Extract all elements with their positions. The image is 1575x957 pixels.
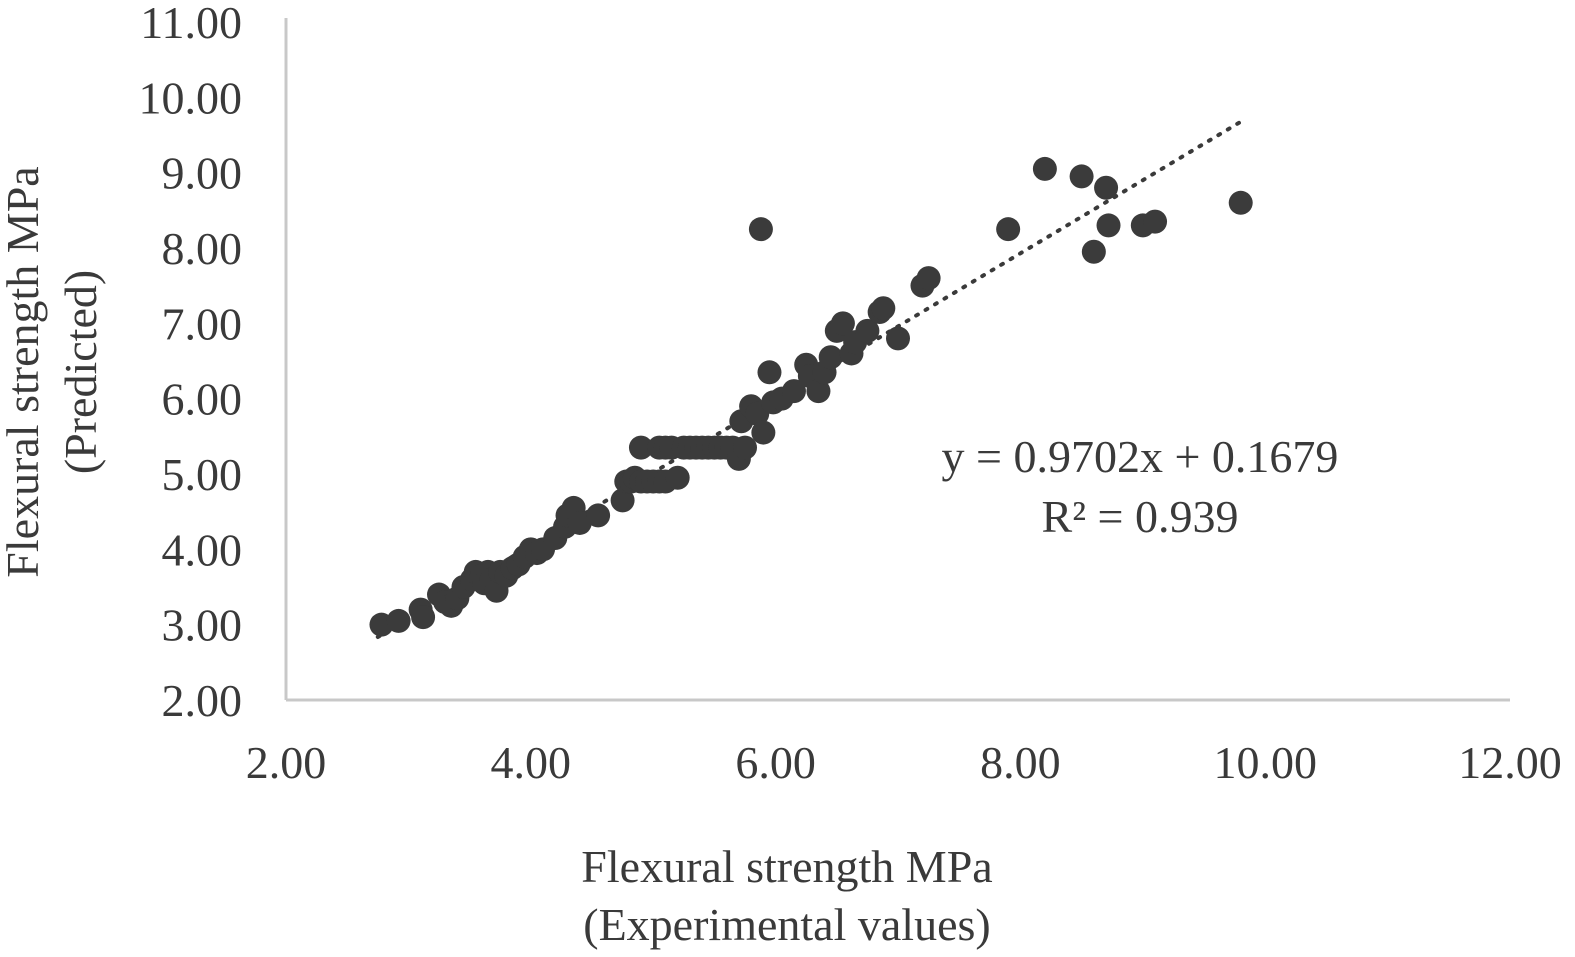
data-point	[806, 379, 831, 404]
data-point	[1032, 156, 1057, 181]
x-tick-label: 2.00	[246, 737, 327, 788]
y-tick-label: 8.00	[162, 223, 243, 274]
x-axis-title: Flexural strength MPa (Experimental valu…	[581, 841, 992, 950]
y-tick-label: 4.00	[162, 524, 243, 575]
y-axis-title-line-1: Flexural strength MPa	[0, 166, 48, 577]
data-point	[665, 465, 690, 490]
data-point	[751, 420, 776, 445]
data-point	[610, 488, 635, 513]
data-point	[733, 435, 757, 460]
y-tick-labels: 2.00 3.00 4.00 5.00 6.00 7.00 8.00 9.00 10.00 11.…	[139, 0, 243, 726]
data-point	[855, 318, 880, 343]
y-tick-label: 5.00	[162, 449, 243, 500]
data-point	[996, 217, 1021, 242]
data-point	[586, 503, 611, 528]
data-point	[1081, 239, 1106, 264]
data-point	[1228, 190, 1253, 215]
data-point	[411, 605, 436, 630]
data-point	[886, 326, 910, 351]
x-axis-title-line-2: (Experimental values)	[583, 899, 990, 950]
data-point	[1143, 209, 1168, 234]
y-axis-title-line-2: (Predicted)	[55, 270, 106, 474]
y-tick-label: 3.00	[162, 600, 243, 651]
y-tick-label: 11.00	[140, 0, 242, 48]
data-point	[567, 510, 592, 535]
data-point	[1069, 164, 1094, 189]
data-point	[830, 311, 855, 336]
data-point	[628, 435, 653, 460]
data-point	[748, 217, 773, 242]
x-tick-labels: 2.00 4.00 6.00 8.00 10.00 12.00	[246, 737, 1562, 788]
x-tick-label: 10.00	[1213, 737, 1317, 788]
axes	[284, 18, 1510, 702]
data-point	[386, 608, 411, 633]
data-point	[916, 266, 941, 291]
y-tick-label: 2.00	[162, 675, 243, 726]
y-tick-label: 9.00	[162, 148, 243, 199]
data-point	[781, 379, 806, 404]
data-point	[1096, 213, 1121, 238]
trendline-equation: y = 0.9702x + 0.1679	[942, 431, 1339, 482]
x-tick-label: 12.00	[1458, 737, 1562, 788]
x-tick-label: 8.00	[980, 737, 1061, 788]
data-point	[1094, 175, 1119, 200]
x-tick-label: 4.00	[491, 737, 572, 788]
y-tick-label: 10.00	[139, 72, 243, 123]
x-axis-title-line-1: Flexural strength MPa	[581, 841, 992, 892]
data-point	[871, 296, 896, 321]
y-axis-title: Flexural strength MPa (Predicted)	[0, 166, 106, 577]
data-points	[369, 156, 1253, 637]
y-tick-label: 7.00	[162, 298, 243, 349]
r-squared-label: R² = 0.939	[1042, 491, 1239, 542]
y-tick-label: 6.00	[162, 374, 243, 425]
x-tick-label: 6.00	[735, 737, 816, 788]
data-point	[818, 345, 843, 370]
data-point	[757, 360, 782, 385]
